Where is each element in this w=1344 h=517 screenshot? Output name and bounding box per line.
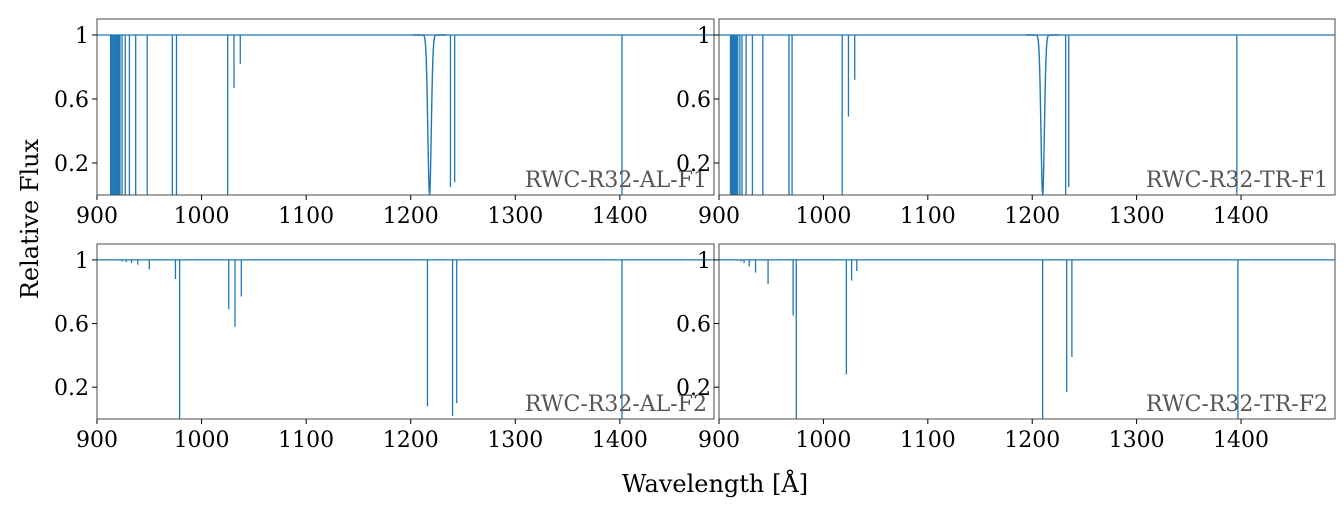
- spectrum-line: [719, 34, 1335, 196]
- y-tick-label: 0.2: [54, 152, 89, 177]
- y-tick-label: 0.2: [54, 376, 89, 401]
- x-tick-label: 900: [698, 204, 740, 229]
- x-tick-label: 1000: [795, 204, 851, 229]
- spectrum-line: [97, 259, 714, 419]
- y-axis-label: Relative Flux: [16, 138, 44, 299]
- x-tick-label: 1200: [383, 428, 439, 453]
- y-tick-label: 1: [75, 249, 89, 274]
- y-tick-label: 1: [697, 249, 711, 274]
- x-tick-label: 1100: [278, 428, 334, 453]
- x-tick-label: 1100: [900, 204, 956, 229]
- x-axis-label: Wavelength [Å]: [622, 469, 808, 498]
- x-tick-label: 1400: [1213, 204, 1269, 229]
- spectrum-line: [719, 259, 1335, 419]
- x-tick-label: 1000: [795, 428, 851, 453]
- y-tick-label: 1: [697, 24, 711, 49]
- x-tick-label: 1300: [487, 204, 543, 229]
- spectrum-line: [97, 34, 714, 196]
- x-tick-label: 1000: [174, 428, 230, 453]
- x-tick-label: 1000: [174, 204, 230, 229]
- x-tick-label: 1200: [383, 204, 439, 229]
- x-tick-label: 1100: [278, 204, 334, 229]
- panel-label: RWC-R32-AL-F2: [525, 392, 707, 417]
- x-tick-label: 1100: [900, 428, 956, 453]
- x-tick-label: 1400: [1213, 428, 1269, 453]
- axes-frame: [96, 18, 715, 196]
- x-tick-label: 900: [698, 428, 740, 453]
- panel-RWC-R32-TR-F1: 900 1000 1100 1200 1300 1400 0.2 0.6 1 RWC-R32-TR…: [676, 18, 1336, 229]
- panel-label: RWC-R32-TR-F2: [1146, 392, 1328, 417]
- x-tick-label: 1400: [592, 428, 648, 453]
- panel-RWC-R32-AL-F2: 900 1000 1100 1200 1300 1400 0.2 0.6 1 RWC-R32-AL…: [54, 243, 715, 453]
- axes-frame: [718, 18, 1336, 196]
- axes-frame: [96, 243, 715, 420]
- panel-label: RWC-R32-TR-F1: [1146, 168, 1328, 193]
- x-tick-label: 1200: [1004, 428, 1060, 453]
- x-tick-label: 900: [76, 428, 118, 453]
- x-tick-label: 1300: [487, 428, 543, 453]
- y-tick-label: 0.2: [676, 376, 711, 401]
- y-tick-label: 0.6: [676, 88, 711, 113]
- y-tick-label: 0.6: [54, 88, 89, 113]
- x-tick-label: 1300: [1109, 428, 1165, 453]
- y-tick-label: 1: [75, 24, 89, 49]
- x-tick-label: 1300: [1109, 204, 1165, 229]
- y-tick-label: 0.6: [676, 313, 711, 338]
- panel-RWC-R32-TR-F2: 900 1000 1100 1200 1300 1400 0.2 0.6 1 RWC-R32-TR…: [676, 243, 1336, 453]
- y-tick-label: 0.6: [54, 313, 89, 338]
- x-tick-label: 900: [76, 204, 118, 229]
- panel-RWC-R32-AL-F1: 900 1000 1100 1200 1300 1400 0.2 0.6 1 RWC-R32-AL…: [54, 18, 715, 229]
- panel-label: RWC-R32-AL-F1: [525, 168, 707, 193]
- axes-frame: [718, 243, 1336, 420]
- x-tick-label: 1200: [1004, 204, 1060, 229]
- x-tick-label: 1400: [592, 204, 648, 229]
- y-tick-label: 0.2: [676, 152, 711, 177]
